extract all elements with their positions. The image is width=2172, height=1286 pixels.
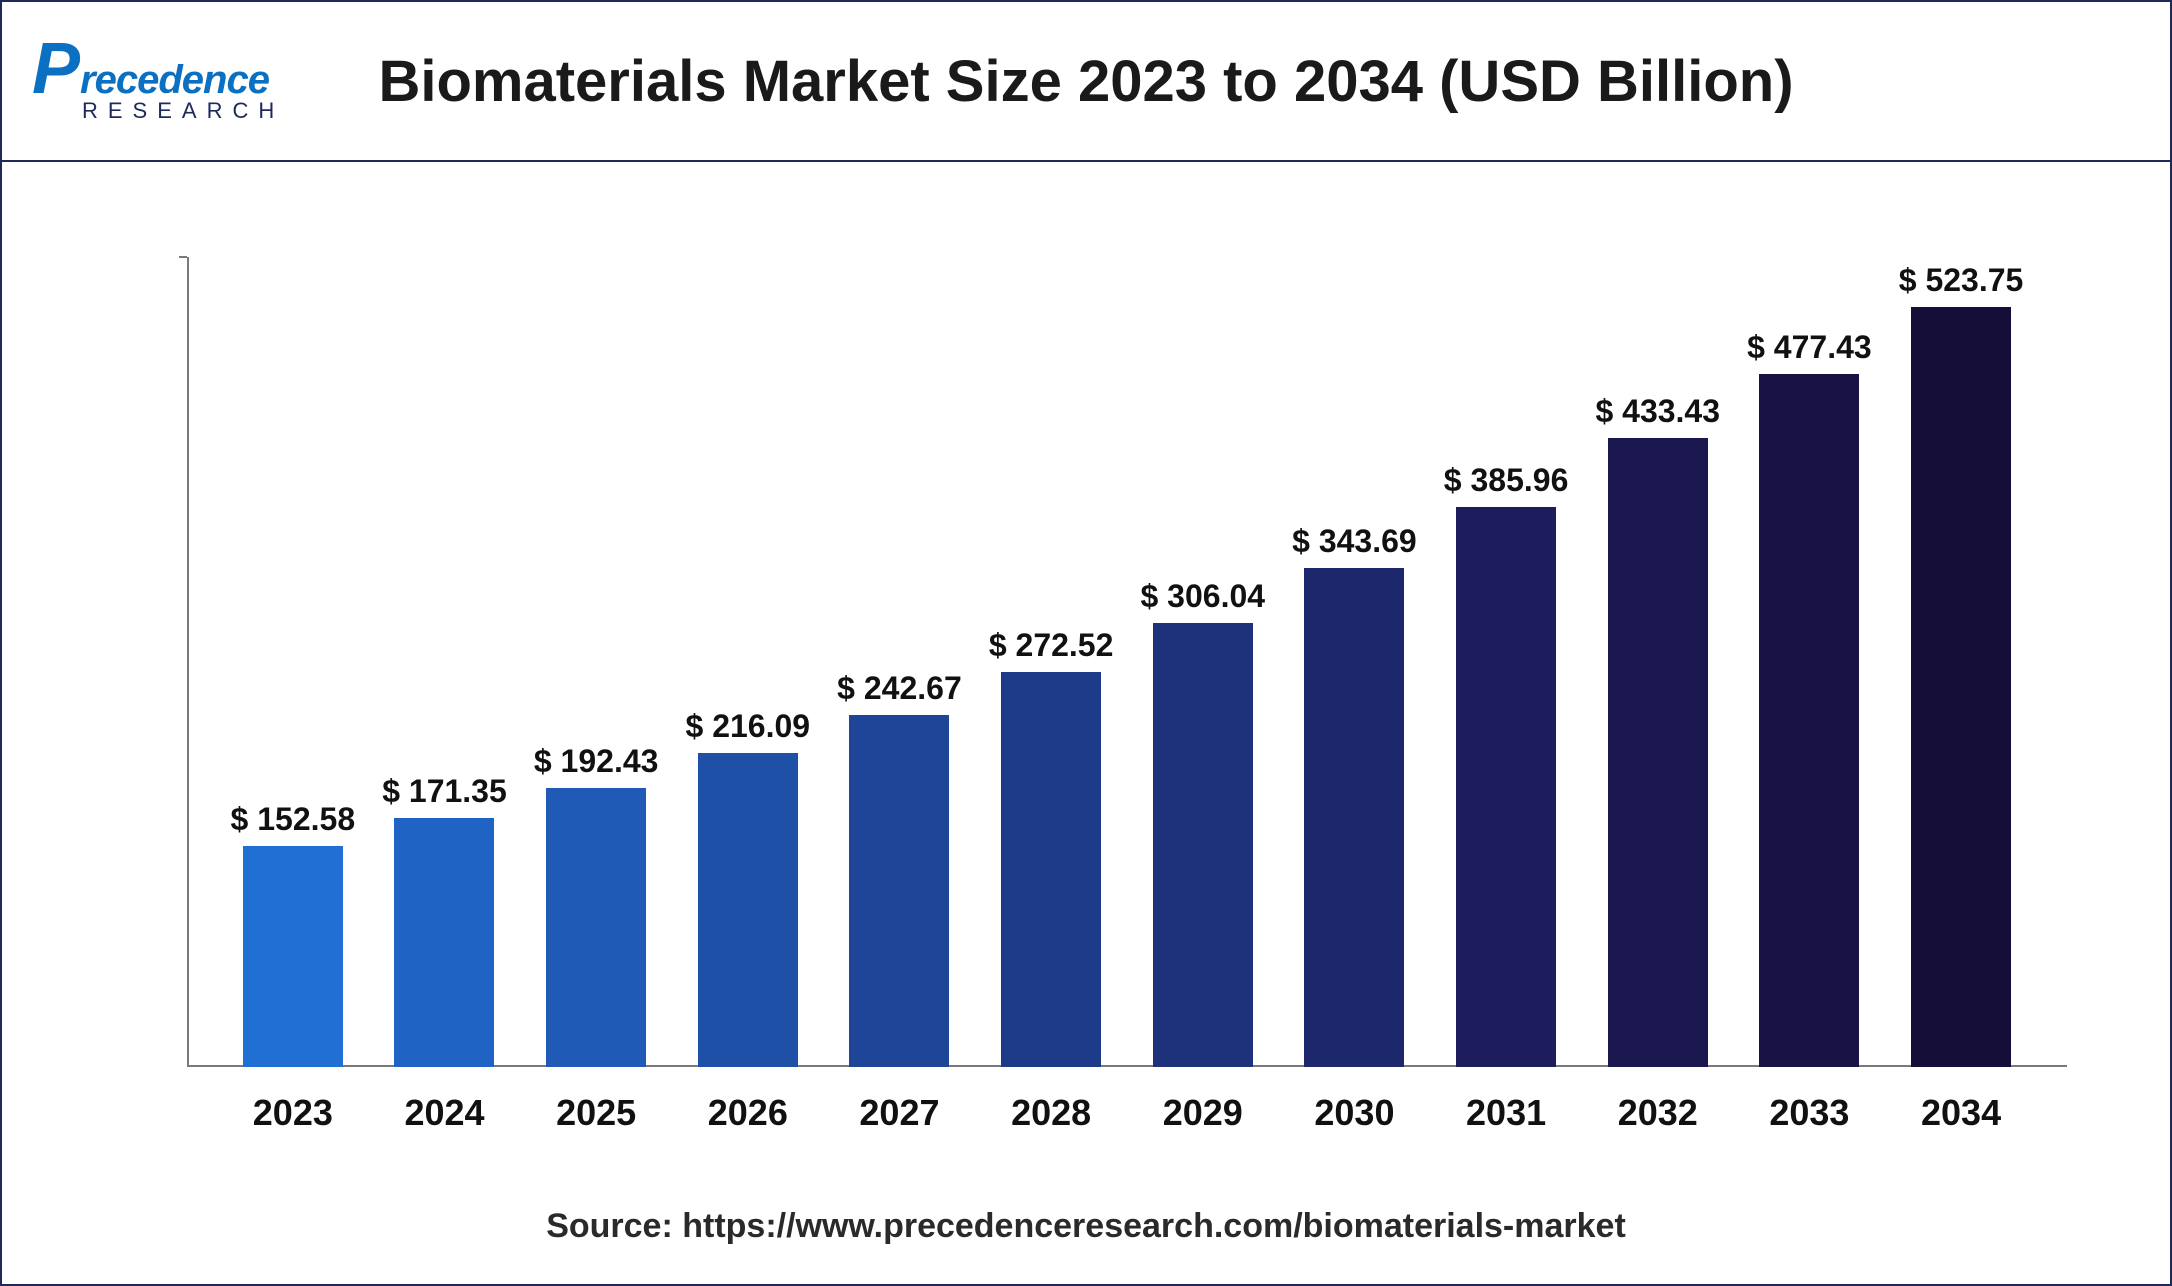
bar-value-label: $ 433.43 [1595,393,1720,430]
bar-wrap: $ 192.43 [521,743,671,1067]
bar-value-label: $ 385.96 [1444,462,1569,499]
bar [1304,568,1404,1067]
brand-logo: P recedence RESEARCH [32,27,284,137]
source-text: Source: https://www.precedenceresearch.c… [2,1207,2170,1246]
bar-value-label: $ 523.75 [1899,262,2024,299]
bar-wrap: $ 216.09 [673,708,823,1067]
bar-value-label: $ 272.52 [989,627,1114,664]
bar-value-label: $ 216.09 [686,708,811,745]
x-axis-label: 2029 [1128,1092,1278,1134]
header: P recedence RESEARCH Biomaterials Market… [2,2,2170,162]
bar-value-label: $ 242.67 [837,670,962,707]
logo-rest: recedence [80,58,269,103]
bar-wrap: $ 242.67 [824,670,974,1067]
bar [849,715,949,1067]
x-axis-label: 2034 [1886,1092,2036,1134]
bar [1608,438,1708,1067]
plot-area: $ 152.58 $ 171.35 $ 192.43 $ 216.09 $ 242.67… [187,257,2067,1067]
bar-wrap: $ 171.35 [369,773,519,1067]
bar [698,753,798,1067]
x-axis-labels: 2023202420252026202720282029203020312032… [187,1092,2067,1134]
logo-subtitle: RESEARCH [82,98,284,124]
bar-value-label: $ 477.43 [1747,329,1872,366]
bar-value-label: $ 306.04 [1140,578,1265,615]
bar-value-label: $ 192.43 [534,743,659,780]
x-axis-label: 2030 [1279,1092,1429,1134]
x-axis-label: 2027 [824,1092,974,1134]
x-axis-label: 2028 [976,1092,1126,1134]
chart-container: P recedence RESEARCH Biomaterials Market… [0,0,2172,1286]
bar-wrap: $ 343.69 [1279,523,1429,1067]
x-axis-label: 2032 [1583,1092,1733,1134]
logo-wordmark: P recedence [32,41,284,103]
chart-title: Biomaterials Market Size 2023 to 2034 (U… [2,48,2170,115]
bar [243,846,343,1067]
x-axis-label: 2024 [369,1092,519,1134]
bar [546,788,646,1067]
bar-wrap: $ 477.43 [1734,329,1884,1067]
y-axis-tick [179,256,187,258]
bar [1153,623,1253,1067]
bar [394,818,494,1067]
x-axis-label: 2026 [673,1092,823,1134]
bar-value-label: $ 152.58 [231,801,356,838]
bar-value-label: $ 343.69 [1292,523,1417,560]
bar-wrap: $ 523.75 [1886,262,2036,1067]
bar-wrap: $ 385.96 [1431,462,1581,1067]
bar [1759,374,1859,1067]
bar-wrap: $ 306.04 [1128,578,1278,1067]
bars-group: $ 152.58 $ 171.35 $ 192.43 $ 216.09 $ 242.67… [187,257,2067,1067]
bar [1456,507,1556,1067]
x-axis-label: 2033 [1734,1092,1884,1134]
bar-wrap: $ 152.58 [218,801,368,1067]
bar-value-label: $ 171.35 [382,773,507,810]
x-axis-label: 2025 [521,1092,671,1134]
bar [1911,307,2011,1067]
x-axis-label: 2023 [218,1092,368,1134]
bar-wrap: $ 272.52 [976,627,1126,1067]
x-axis-label: 2031 [1431,1092,1581,1134]
bar-wrap: $ 433.43 [1583,393,1733,1067]
logo-letter-p: P [32,41,80,99]
bar [1001,672,1101,1067]
